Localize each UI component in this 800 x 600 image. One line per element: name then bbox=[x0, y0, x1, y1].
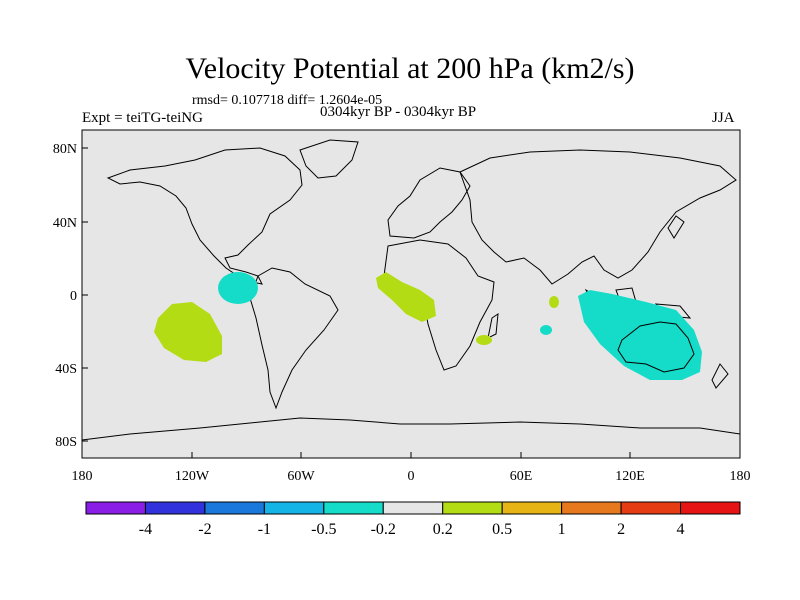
colorbar-box-1 bbox=[144, 501, 206, 515]
lat-label-80n: 80N bbox=[53, 142, 77, 157]
lon-tick-labels: 180 120W 60W 0 60E 120E 180 bbox=[72, 469, 751, 484]
colorbar-label-1: -2 bbox=[198, 521, 211, 538]
anomaly-negative-maritime-continent bbox=[578, 290, 702, 380]
lat-ticks bbox=[82, 147, 88, 442]
anomaly-positive-atlantic bbox=[376, 272, 436, 322]
lon-label-60e: 60E bbox=[510, 469, 533, 484]
anomaly-positive-madagascar bbox=[476, 335, 492, 345]
colorbar-label-9: 4 bbox=[677, 521, 685, 538]
colorbar-labels: -4 -2 -1 -0.5 -0.2 0.2 0.5 1 2 4 bbox=[139, 521, 685, 538]
colorbar-label-0: -4 bbox=[139, 521, 152, 538]
lon-label-120e: 120E bbox=[615, 469, 645, 484]
anomaly-positive-south-pacific bbox=[154, 302, 222, 362]
colorbar-label-3: -0.5 bbox=[311, 521, 336, 538]
coast-japan bbox=[667, 215, 685, 239]
lon-label-180e: 180 bbox=[730, 469, 751, 484]
coast-south-america bbox=[249, 267, 339, 410]
lon-label-0: 0 bbox=[408, 469, 415, 484]
lat-label-0: 0 bbox=[70, 289, 77, 304]
lon-ticks bbox=[81, 452, 741, 458]
lat-label-80s: 80S bbox=[55, 435, 77, 450]
colorbar-box-8 bbox=[561, 501, 622, 515]
anomaly-positive-indian-ocean bbox=[549, 296, 559, 308]
coast-europe bbox=[387, 167, 471, 239]
colorbar-label-4: -0.2 bbox=[371, 521, 396, 538]
colorbar-label-5: 0.2 bbox=[433, 521, 453, 538]
anomaly-negative-indian-ocean-small bbox=[540, 325, 552, 335]
lat-label-40s: 40S bbox=[55, 362, 77, 377]
coast-greenland bbox=[299, 139, 359, 179]
lon-label-120w: 120W bbox=[175, 469, 210, 484]
lat-label-40n: 40N bbox=[53, 216, 77, 231]
lat-tick-labels: 80N 40N 0 40S 80S bbox=[53, 142, 77, 450]
colorbar-label-8: 2 bbox=[617, 521, 625, 538]
colorbar-label-7: 1 bbox=[558, 521, 566, 538]
anomaly-negative-east-pacific bbox=[218, 272, 258, 304]
colorbar-box-6 bbox=[442, 501, 503, 515]
colorbar bbox=[85, 501, 741, 515]
colorbar-box-10 bbox=[680, 501, 741, 515]
lon-label-180w: 180 bbox=[72, 469, 93, 484]
experiment-label: Expt = teiTG-teiNG bbox=[82, 110, 203, 126]
colorbar-box-5 bbox=[382, 501, 444, 515]
coast-north-america bbox=[106, 147, 303, 285]
coast-new-zealand bbox=[711, 363, 729, 389]
colorbar-label-2: -1 bbox=[258, 521, 271, 538]
colorbar-label-6: 0.5 bbox=[492, 521, 512, 538]
anomaly-regions bbox=[154, 272, 702, 380]
colorbar-box-2 bbox=[204, 501, 265, 515]
plot-title: Velocity Potential at 200 hPa (km2/s) bbox=[185, 52, 635, 85]
season-label: JJA bbox=[712, 110, 735, 126]
coast-antarctica bbox=[81, 417, 741, 441]
coast-madagascar bbox=[487, 312, 499, 339]
coast-asia bbox=[459, 149, 737, 285]
colorbar-box-9 bbox=[620, 501, 682, 515]
stats-line: rmsd= 0.107718 diff= 1.2604e-05 bbox=[192, 93, 383, 108]
lon-label-60w: 60W bbox=[287, 469, 315, 484]
colorbar-box-3 bbox=[263, 501, 325, 515]
colorbar-box-7 bbox=[501, 501, 563, 515]
colorbar-box-0 bbox=[85, 501, 146, 515]
colorbar-box-4 bbox=[323, 501, 384, 515]
period-label: 0304kyr BP - 0304kyr BP bbox=[320, 104, 477, 120]
coast-australia-overlay bbox=[617, 321, 695, 373]
